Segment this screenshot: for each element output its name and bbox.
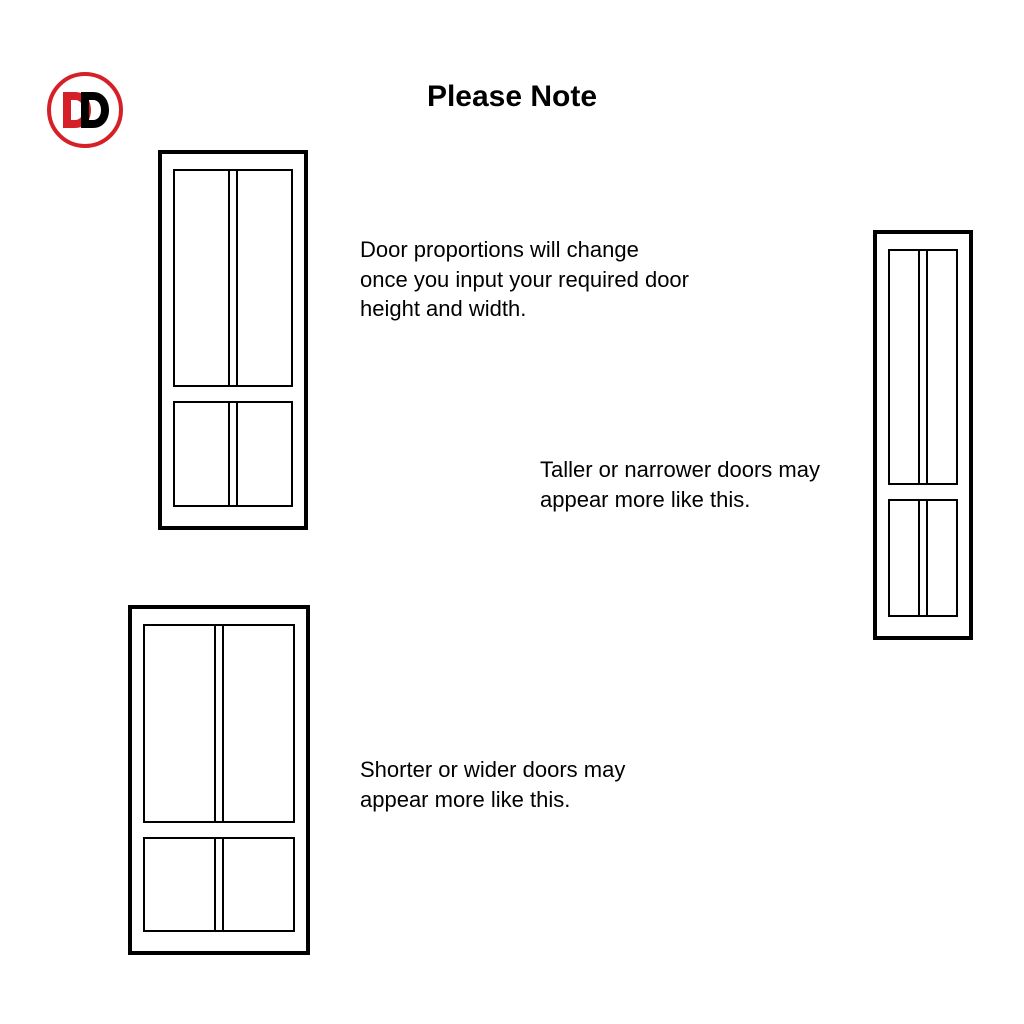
door-diagram-tall-narrow (873, 230, 973, 640)
door-diagram-default (158, 150, 308, 530)
door-diagram-short-wide (128, 605, 310, 955)
caption-taller-narrower: Taller or narrower doors may appear more… (540, 455, 850, 514)
caption-shorter-wider: Shorter or wider doors may appear more l… (360, 755, 670, 814)
page-title: Please Note (0, 80, 1024, 114)
caption-proportions: Door proportions will change once you in… (360, 235, 690, 324)
